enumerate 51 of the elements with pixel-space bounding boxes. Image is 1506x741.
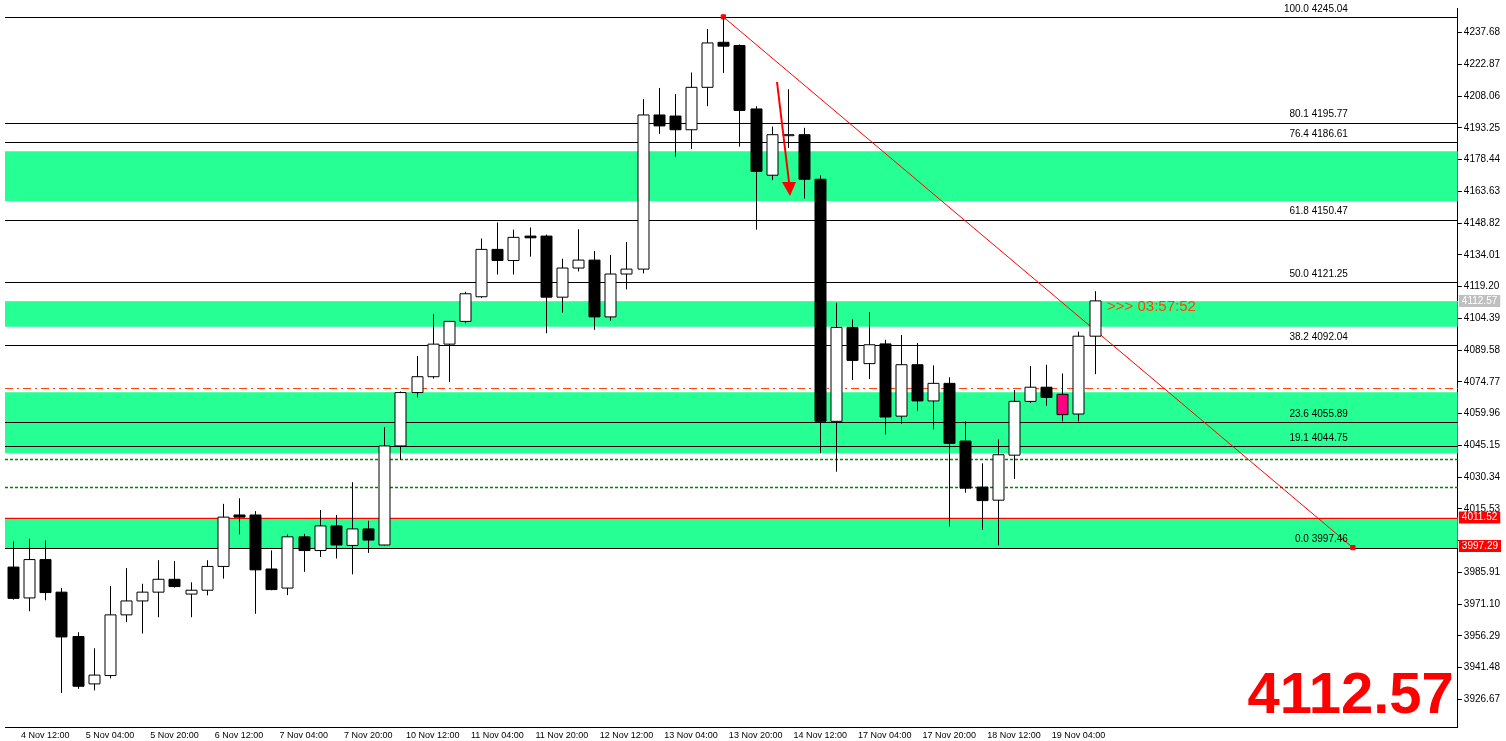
x-tick-label: 17 Nov 04:00 <box>858 730 912 741</box>
y-tick-label: 4163.63 <box>1463 185 1501 197</box>
y-tick-label: 3985.91 <box>1463 566 1501 578</box>
y-tick-label: 4134.01 <box>1463 248 1501 260</box>
ref-line-label: 38.2 4092.04 <box>1289 330 1349 342</box>
ref-line-label: 19.1 4044.75 <box>1289 432 1349 444</box>
y-tick-label: 4222.87 <box>1463 58 1501 70</box>
y-tick-label: 4074.77 <box>1463 375 1501 387</box>
y-tick-label: 4178.44 <box>1463 153 1501 165</box>
x-tick-label: 13 Nov 20:00 <box>728 730 783 741</box>
y-tick-label: 4059.96 <box>1463 407 1501 419</box>
y-tick-label: 4119.20 <box>1463 280 1500 292</box>
x-tick-label: 7 Nov 20:00 <box>343 730 393 741</box>
x-tick-label: 11 Nov 20:00 <box>535 730 589 741</box>
y-tick-label: 3926.67 <box>1463 693 1501 705</box>
ref-line-label: 80.1 4195.77 <box>1289 108 1349 120</box>
ref-line-label: 76.4 4186.61 <box>1289 127 1349 139</box>
annotation: 4112.57 <box>1247 660 1454 726</box>
x-tick-label: 6 Nov 12:00 <box>214 730 264 741</box>
y-tick-label: 4208.06 <box>1463 89 1501 101</box>
text: 3997.29 <box>1461 539 1499 551</box>
y-tick-label: 4030.34 <box>1463 470 1501 482</box>
y-tick-label: 4104.39 <box>1463 312 1501 324</box>
x-tick-label: 5 Nov 20:00 <box>150 730 199 741</box>
ref-line-label: 23.6 4055.89 <box>1289 408 1349 420</box>
y-tick-label: 4237.68 <box>1463 26 1501 38</box>
y-tick-label: 4089.58 <box>1463 343 1501 355</box>
y-tick-label: 3956.29 <box>1463 629 1501 641</box>
x-tick-label: 19 Nov 04:00 <box>1051 730 1106 741</box>
ref-line-label: 50.0 4121.25 <box>1289 268 1349 280</box>
y-tick-label: 4015.53 <box>1463 502 1501 514</box>
ref-line-label: 4011.52 <box>1461 511 1498 523</box>
x-tick-label: 5 Nov 04:00 <box>85 730 135 741</box>
x-tick-label: 18 Nov 12:00 <box>987 730 1041 741</box>
ref-line-label: 100.0 4245.04 <box>1283 2 1349 14</box>
annotation: >>> 03:57:52 <box>1107 297 1196 314</box>
x-tick-label: 7 Nov 04:00 <box>279 730 328 741</box>
y-tick-label: 4193.25 <box>1463 121 1501 133</box>
x-tick-label: 13 Nov 04:00 <box>664 730 718 741</box>
x-tick-label: 10 Nov 12:00 <box>406 730 460 741</box>
y-tick-label: 4045.15 <box>1463 439 1501 451</box>
x-tick-label: 14 Nov 12:00 <box>793 730 847 741</box>
y-tick-label: 3971.10 <box>1463 597 1501 609</box>
x-tick-label: 17 Nov 20:00 <box>922 730 977 741</box>
x-tick-label: 4 Nov 12:00 <box>21 730 70 741</box>
ref-line-label: 4112.57 <box>1461 294 1498 306</box>
y-tick-label: 4148.82 <box>1463 216 1501 228</box>
x-tick-label: 11 Nov 04:00 <box>470 730 524 741</box>
y-tick-label: 3941.48 <box>1463 661 1501 673</box>
x-tick-label: 12 Nov 12:00 <box>599 730 654 741</box>
ref-line-label: 61.8 4150.47 <box>1289 205 1349 217</box>
